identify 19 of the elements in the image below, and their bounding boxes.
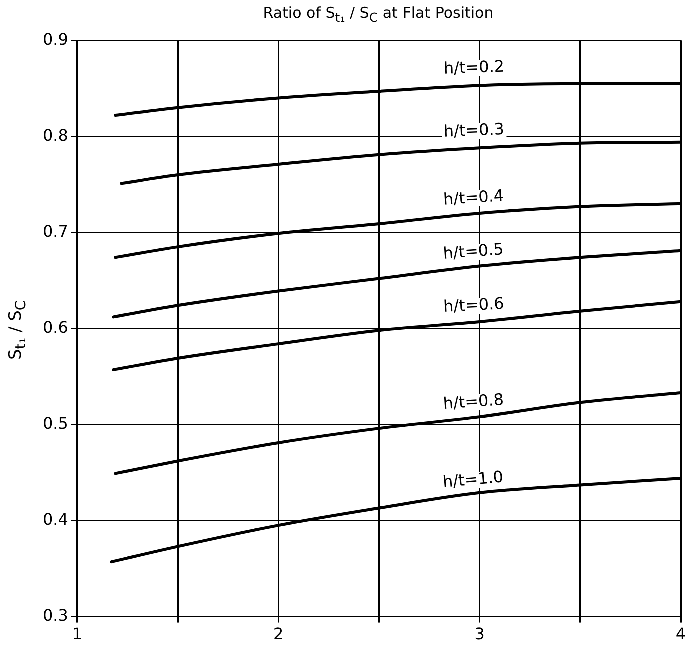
x-tick-label: 4 (676, 624, 686, 644)
y-tick-label: 0.3 (42, 606, 68, 625)
series-label: h/t=0.6 (443, 294, 505, 316)
x-tick-label: 2 (274, 624, 284, 644)
y-tick-label: 0.6 (42, 318, 68, 337)
y-tick-label: 0.5 (42, 414, 68, 433)
chart-title: Ratio of S$_{t₁}$ / S$_{C}$ at Flat Position (262, 4, 495, 25)
y-tick-label: 0.7 (42, 222, 68, 241)
series-label: h/t=0.3 (443, 119, 505, 141)
series-label: h/t=0.8 (442, 390, 505, 414)
x-tick-label: 1 (72, 624, 83, 644)
text: h/t=1.0 (442, 467, 504, 492)
series-label: h/t=0.2 (444, 56, 505, 78)
y-tick-label: 0.8 (42, 126, 68, 145)
y-tick-label: 0.9 (42, 30, 68, 49)
series-label: h/t=0.4 (442, 186, 505, 209)
x-tick-label: 3 (474, 624, 485, 644)
y-tick-label: 0.4 (42, 510, 68, 529)
series-label: h/t=0.5 (442, 240, 504, 263)
